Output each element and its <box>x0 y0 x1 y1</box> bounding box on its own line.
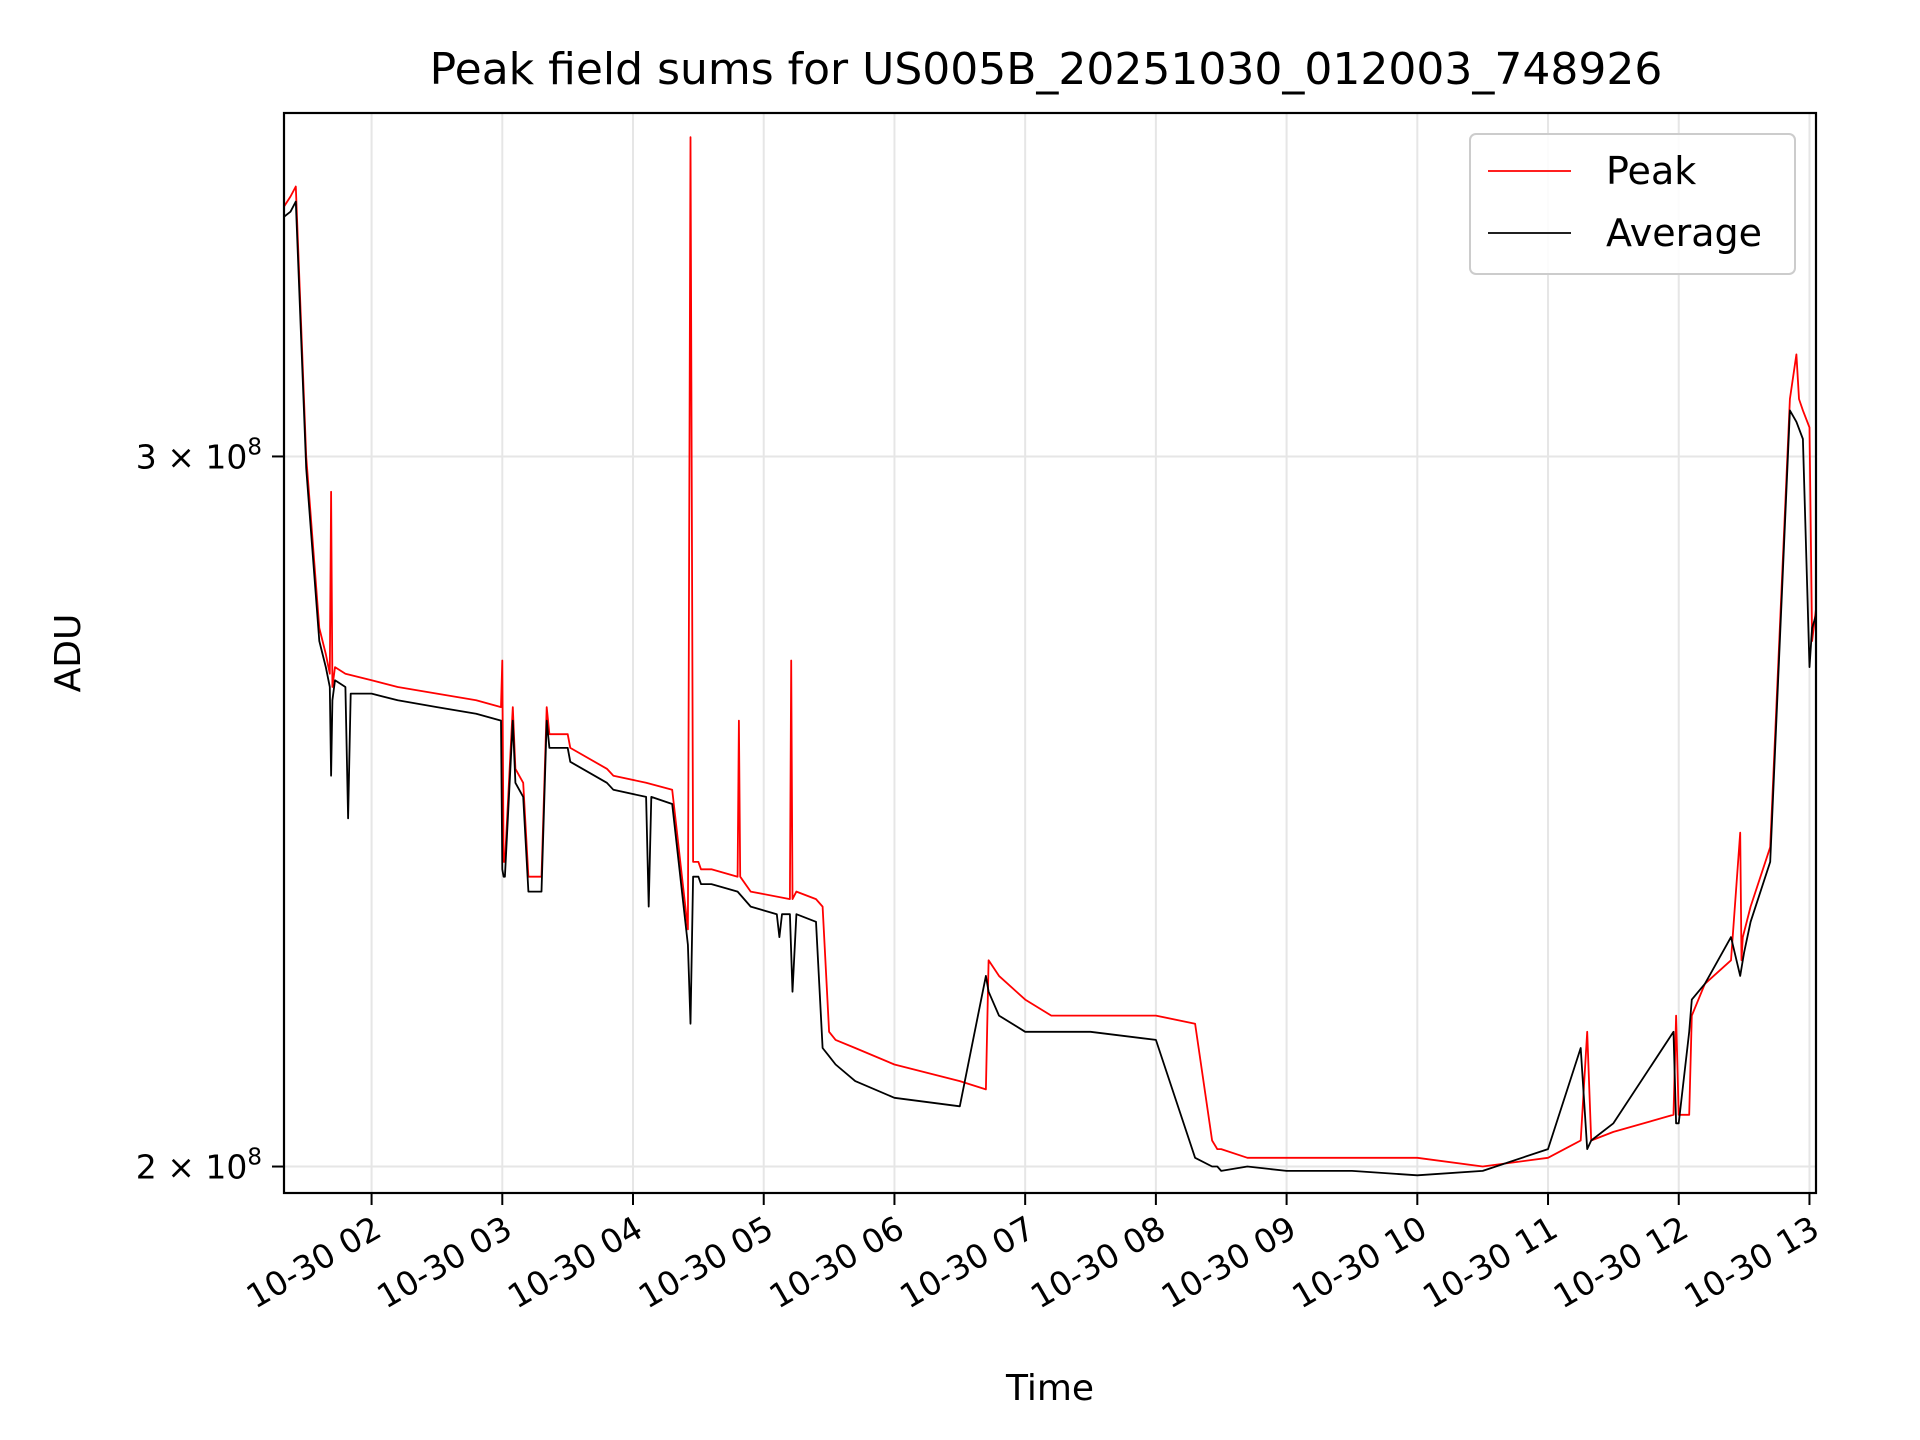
series-line-peak <box>284 136 1816 1168</box>
y-tick-label: 2 × 108 <box>136 1145 262 1187</box>
legend-box <box>1469 133 1796 275</box>
grid <box>284 113 1816 1193</box>
legend-label-average: Average <box>1606 211 1762 255</box>
legend: Peak Average <box>1469 133 1796 275</box>
series-line-average <box>284 200 1816 1177</box>
x-tick-label: 10-30 03 <box>370 1208 518 1316</box>
x-tick-label: 10-30 05 <box>632 1208 780 1316</box>
x-tick-label: 10-30 13 <box>1677 1208 1825 1316</box>
plot-frame <box>282 111 1818 1195</box>
x-tick-label: 10-30 11 <box>1416 1208 1564 1316</box>
x-tick-label: 10-30 04 <box>501 1208 649 1316</box>
x-tick-label: 10-30 09 <box>1155 1208 1303 1316</box>
x-tick-label: 10-30 12 <box>1547 1208 1695 1316</box>
y-axis: 2 × 108 3 × 108 <box>136 434 284 1187</box>
x-tick-label: 10-30 02 <box>240 1208 388 1316</box>
legend-label-peak: Peak <box>1606 149 1696 193</box>
series-layer <box>284 136 1816 1177</box>
chart-title: Peak field sums for US005B_20251030_0120… <box>430 44 1663 95</box>
x-tick-label: 10-30 06 <box>762 1208 910 1316</box>
x-tick-label: 10-30 08 <box>1024 1208 1172 1316</box>
y-tick-label: 3 × 108 <box>136 434 262 476</box>
x-tick-label: 10-30 07 <box>893 1208 1041 1316</box>
x-tick-label: 10-30 10 <box>1285 1208 1433 1316</box>
x-axis-label: Time <box>1005 1368 1094 1409</box>
y-axis-label: ADU <box>48 614 89 693</box>
